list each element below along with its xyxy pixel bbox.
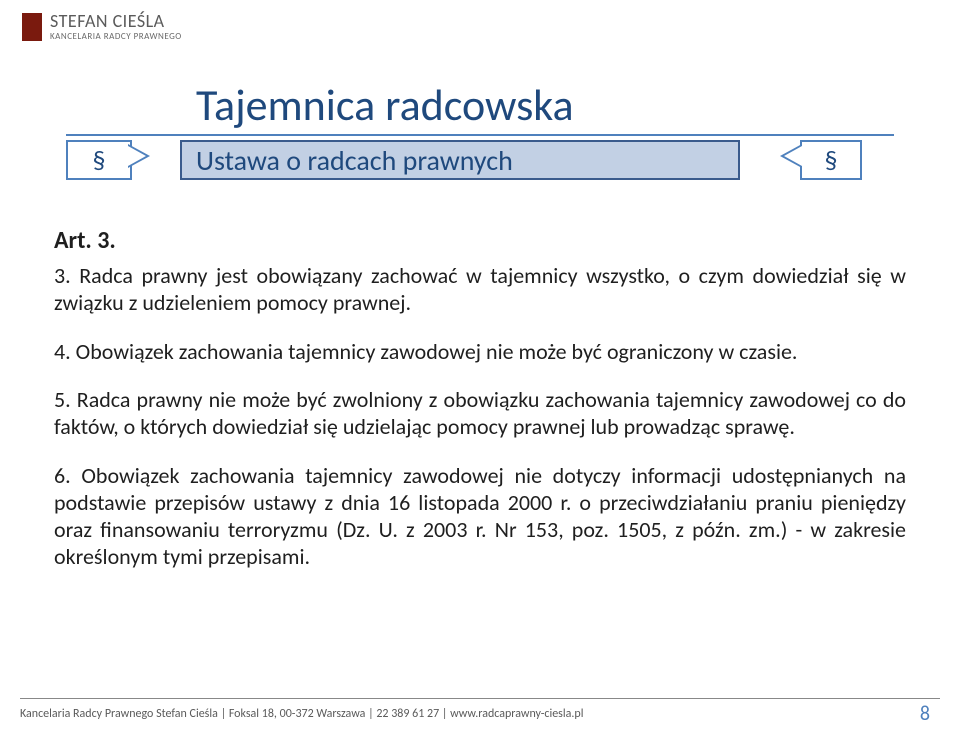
- paragraph-4: 4. Obowiązek zachowania tajemnicy zawodo…: [54, 339, 906, 366]
- paragraph-3: 3. Radca prawny jest obowiązany zachować…: [54, 263, 906, 317]
- slide-title: Tajemnica radcowska: [66, 78, 894, 136]
- article-heading: Art. 3.: [54, 226, 906, 255]
- logo-icon: [22, 13, 42, 41]
- header-text: STEFAN CIEŚLA KANCELARIA RADCY PRAWNEGO: [50, 12, 182, 41]
- page-number: 8: [920, 702, 940, 726]
- header-name: STEFAN CIEŚLA: [50, 12, 182, 30]
- arrow-right-inner-icon: [128, 146, 146, 166]
- slide-footer: Kancelaria Radcy Prawnego Stefan Cieśla …: [20, 698, 940, 726]
- header-subtitle: KANCELARIA RADCY PRAWNEGO: [50, 32, 182, 41]
- section-marker-right: §: [800, 140, 862, 180]
- paragraph-5: 5. Radca prawny nie może być zwolniony z…: [54, 387, 906, 441]
- slide-header: STEFAN CIEŚLA KANCELARIA RADCY PRAWNEGO: [22, 12, 182, 41]
- subtitle-row: § Ustawa o radcach prawnych §: [66, 136, 894, 184]
- subtitle-bar: Ustawa o radcach prawnych: [180, 140, 740, 180]
- title-block: Tajemnica radcowska: [66, 78, 894, 136]
- content-body: Art. 3. 3. Radca prawny jest obowiązany …: [54, 226, 906, 592]
- paragraph-6: 6. Obowiązek zachowania tajemnicy zawodo…: [54, 463, 906, 570]
- arrow-left-inner-icon: [784, 146, 802, 166]
- section-marker-left: §: [66, 140, 132, 180]
- footer-text: Kancelaria Radcy Prawnego Stefan Cieśla …: [20, 707, 583, 721]
